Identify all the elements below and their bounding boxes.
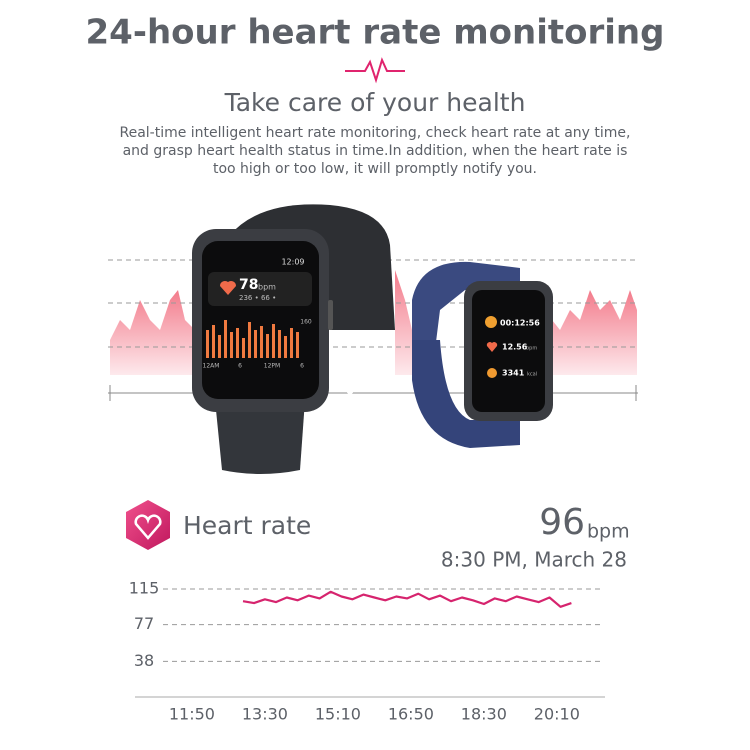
card-value: 96 — [539, 502, 585, 543]
x-tick-label: 15:10 — [315, 705, 361, 724]
card-date: 8:30 PM, March 28 — [441, 548, 627, 572]
card-unit: bpm — [587, 521, 630, 543]
watch-rate: 78 — [239, 277, 258, 293]
watch-axis: 12AM — [203, 363, 220, 370]
intro-line: too high or too low, it will promptly no… — [213, 161, 537, 177]
x-tick-label: 16:50 — [388, 705, 434, 724]
x-tick-label: 13:30 — [242, 705, 288, 724]
small-watch: 00:12:56 12.56 bpm 3341 kcal — [412, 261, 553, 448]
watch-stats: 236 • 66 • — [239, 294, 276, 302]
watch-calories: 3341 — [502, 369, 525, 378]
subtitle: Take care of your health — [224, 88, 526, 117]
watch-distance-unit: bpm — [526, 346, 537, 352]
card-label: Heart rate — [183, 511, 311, 540]
heart-rate-chart: 115 77 38 11:50 13:30 15:10 16:50 18:30 20:10 — [129, 579, 605, 724]
y-tick-label: 77 — [134, 614, 154, 633]
watch-scale: 160 — [300, 319, 312, 326]
pulse-icon — [345, 57, 405, 84]
x-tick-label: 18:30 — [461, 705, 507, 724]
watch-axis: 6 — [300, 363, 304, 370]
line — [242, 590, 572, 608]
watch-time: 12:09 — [281, 258, 304, 267]
watch-timer: 00:12:56 — [500, 319, 540, 328]
watch-axis: 6 — [238, 363, 242, 370]
large-watch: 12:09 78 bpm 236 • 66 • 160 12AM 6 12PM … — [192, 204, 395, 474]
watch-axis: 12PM — [264, 363, 280, 370]
watch-distance: 12.56 — [502, 343, 528, 352]
title: 24-hour heart rate monitoring — [86, 13, 665, 53]
intro-line: and grasp heart health status in time.In… — [123, 143, 628, 159]
heart-icon-shape — [134, 514, 162, 540]
heart-icon — [126, 500, 170, 550]
y-tick-label: 115 — [129, 579, 160, 598]
y-tick-label: 38 — [134, 651, 154, 670]
intro-line: Real-time intelligent heart rate monitor… — [119, 125, 630, 141]
x-tick-label: 11:50 — [169, 705, 215, 724]
x-tick-label: 20:10 — [534, 705, 580, 724]
watch-calories-unit: kcal — [527, 372, 537, 378]
watch-unit: bpm — [258, 283, 276, 292]
